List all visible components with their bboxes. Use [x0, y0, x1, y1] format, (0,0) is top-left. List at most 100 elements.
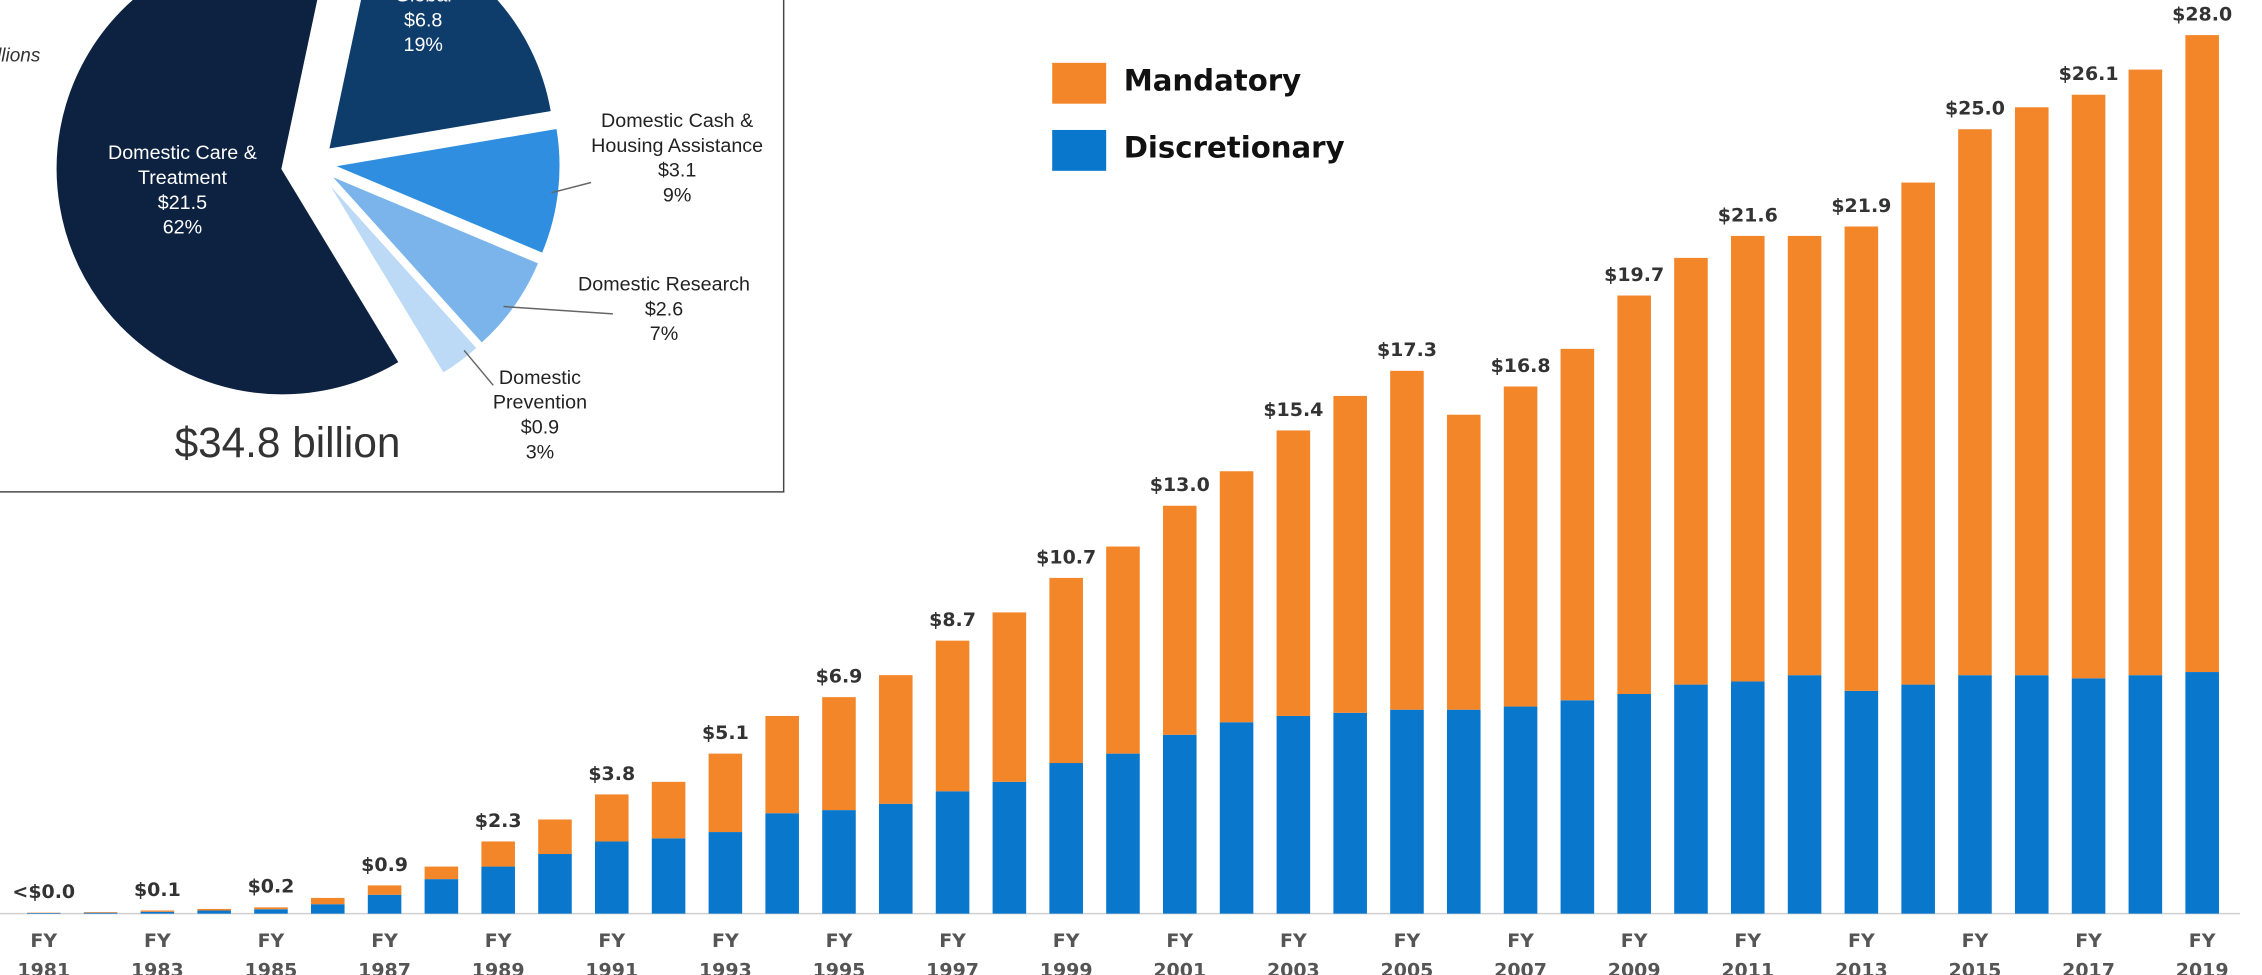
- bar-segment: [2128, 69, 2163, 676]
- slice-amount: $6.8: [404, 8, 443, 31]
- x-tick-text: FY 1987: [358, 931, 411, 975]
- bar-segment: [2071, 94, 2106, 679]
- total-label: $2.3: [475, 810, 522, 832]
- leader-line: [463, 349, 494, 386]
- total-label: $0.1: [134, 879, 181, 901]
- total-label: $8.7: [929, 609, 976, 631]
- bar-segment: [878, 803, 913, 914]
- total-label: $26.1: [2059, 63, 2119, 85]
- x-tick-label: FY 1989: [462, 928, 535, 975]
- bar-segment: [538, 854, 572, 914]
- bar-segment: [1219, 722, 1254, 914]
- slice-percent: 7%: [649, 322, 679, 345]
- slice-name: Domestic Cash & Housing Assistance: [591, 109, 764, 157]
- bar-segment: [26, 913, 61, 914]
- x-tick-text: FY 2003: [1266, 931, 1320, 975]
- x-tick-label: FY 2017: [2052, 928, 2125, 975]
- bar-segment: [1617, 295, 1651, 694]
- x-tick-label: FY 2011: [1721, 931, 1775, 975]
- slice-percent: 19%: [403, 33, 443, 56]
- x-tick-text: FY 2007: [1494, 931, 1547, 975]
- pie-slice: [329, 174, 540, 345]
- slice-name: Domestic Care & Treatment: [107, 141, 257, 189]
- bar-segment: [594, 841, 629, 914]
- slice-percent: 62%: [162, 216, 203, 238]
- bar-segment: [1560, 348, 1595, 701]
- slice-name: Domestic Research: [578, 272, 750, 295]
- bar-segment: [1333, 395, 1367, 713]
- x-tick-label: FY 2013: [1825, 928, 1898, 975]
- bar-segment: [254, 909, 288, 914]
- bar-segment: [1390, 370, 1424, 710]
- x-tick-label: FY 2001: [1153, 931, 1206, 975]
- bar-segment: [1617, 693, 1651, 914]
- x-tick-label: FY 2009: [1598, 928, 1671, 975]
- total-label: $21.9: [1831, 195, 1891, 217]
- x-tick-label: FY 1993: [689, 928, 762, 975]
- bar-segment: [1958, 675, 1992, 914]
- slice-amount: $3.1: [657, 159, 697, 182]
- total-label: $13.0: [1150, 474, 1210, 496]
- bar-segment: [935, 791, 970, 914]
- pie-subtitle: llions: [0, 45, 41, 66]
- x-tick-label: FY 1985: [234, 928, 307, 975]
- x-tick-text: FY 2011: [1721, 931, 1775, 975]
- bar-segment: [1674, 257, 1708, 685]
- x-tick-text: FY 1995: [812, 931, 866, 975]
- x-tick-label: FY 2019: [2166, 928, 2239, 975]
- x-tick-label: FY 2019: [2166, 928, 2239, 975]
- slice-name: Global: [350, 0, 496, 7]
- bar-segment: [197, 908, 231, 911]
- total-label: $6.9: [816, 666, 863, 688]
- x-tick-label: FY 2015: [1938, 928, 2011, 975]
- x-tick-label: FY 1991: [585, 931, 639, 975]
- x-tick-text: FY 2019: [2175, 931, 2229, 975]
- total-label: $16.8: [1491, 355, 1551, 377]
- bar-segment: [1787, 235, 1822, 676]
- bar-segment: [708, 832, 743, 914]
- bar-segment: [651, 838, 686, 914]
- bar-segment: [254, 907, 288, 910]
- x-tick-label: FY 1997: [926, 931, 979, 975]
- total-label: $3.8: [588, 763, 635, 785]
- x-tick-label: FY 1993: [689, 928, 762, 975]
- bar-segment: [140, 910, 175, 912]
- bar-segment: [1049, 763, 1083, 914]
- bar-segment: [1901, 684, 1935, 914]
- x-tick-label: FY 1981: [17, 931, 70, 975]
- total-label: $5.1: [702, 722, 749, 744]
- bar-segment: [1162, 505, 1197, 735]
- x-tick-text: FY 1991: [585, 931, 639, 975]
- x-tick-label: FY 1999: [1030, 928, 1103, 975]
- bar-segment: [1844, 690, 1879, 914]
- bar-segment: [140, 911, 175, 914]
- bar-segment: [2014, 107, 2049, 676]
- x-tick-text: FY 2005: [1380, 931, 1434, 975]
- x-tick-label: FY 2017: [2052, 928, 2125, 975]
- x-tick-text: FY 1983: [130, 931, 184, 975]
- x-tick-label: FY 1985: [234, 928, 307, 975]
- x-tick-label: FY 2013: [1825, 928, 1898, 975]
- x-tick-label: FY 1995: [802, 928, 875, 975]
- x-tick-label: FY 2003: [1257, 928, 1330, 975]
- total-label: $21.6: [1718, 204, 1778, 226]
- bar-segment: [1503, 386, 1538, 707]
- bar-segment: [765, 715, 799, 814]
- slice-amount: $2.6: [644, 297, 684, 320]
- leader-line: [551, 181, 592, 194]
- x-tick-label: FY 1987: [358, 931, 411, 975]
- bar-segment: [1390, 709, 1424, 914]
- bar-segment: [1503, 706, 1538, 914]
- bar-segment: [765, 813, 799, 914]
- x-tick-text: FY 1989: [471, 931, 525, 975]
- bar-segment: [1787, 675, 1822, 914]
- x-tick-label: FY 1983: [130, 931, 184, 975]
- bar-segment: [651, 781, 686, 839]
- bar-segment: [1219, 471, 1254, 723]
- bar-segment: [538, 819, 572, 855]
- total-label: $0.2: [248, 876, 295, 898]
- x-tick-text: FY 2017: [2062, 931, 2115, 975]
